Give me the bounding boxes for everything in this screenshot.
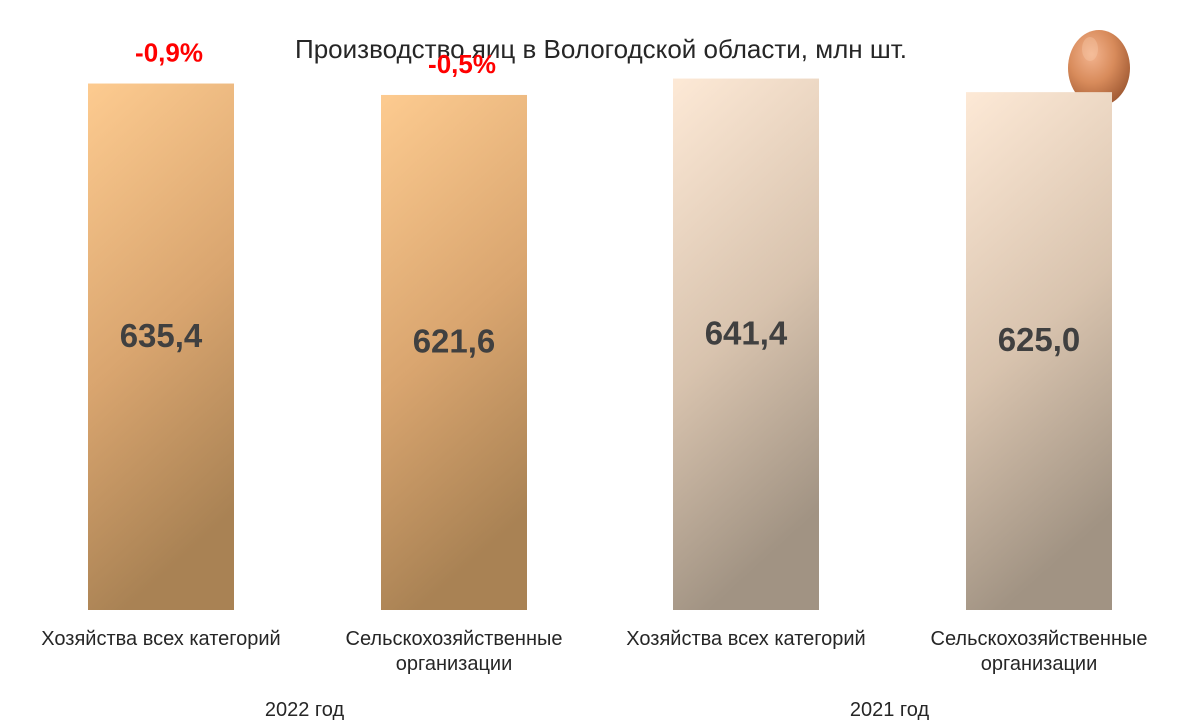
bar-2 (381, 94, 527, 610)
bar-1 (88, 83, 234, 611)
bar-3 (673, 78, 819, 611)
change-label-2: -0,5% (428, 49, 496, 79)
year-label-2: 2021 год (850, 699, 930, 721)
year-label-1: 2022 год (265, 699, 345, 721)
value-label-1: 635,4 (120, 317, 203, 354)
category-label-4-line-2: организации (981, 653, 1098, 675)
value-label-3: 641,4 (705, 314, 788, 351)
bar-4 (966, 92, 1112, 610)
category-label-2-line-2: организации (396, 653, 513, 675)
bars-layer (88, 78, 1112, 611)
chart-title: Производство яиц в Вологодской области, … (295, 34, 907, 64)
category-label-3-line-1: Хозяйства всех категорий (626, 628, 865, 650)
change-label-1: -0,9% (135, 38, 203, 68)
category-label-1-line-1: Хозяйства всех категорий (41, 628, 280, 650)
labels-layer: 635,4 -0,9% Хозяйства всех категорий 621,6 -… (41, 38, 1147, 721)
value-label-4: 625,0 (998, 321, 1081, 358)
category-label-2-line-1: Сельскохозяйственные (346, 628, 563, 650)
egg-icon (1068, 30, 1130, 106)
value-label-2: 621,6 (413, 322, 496, 359)
category-label-4-line-1: Сельскохозяйственные (931, 628, 1148, 650)
